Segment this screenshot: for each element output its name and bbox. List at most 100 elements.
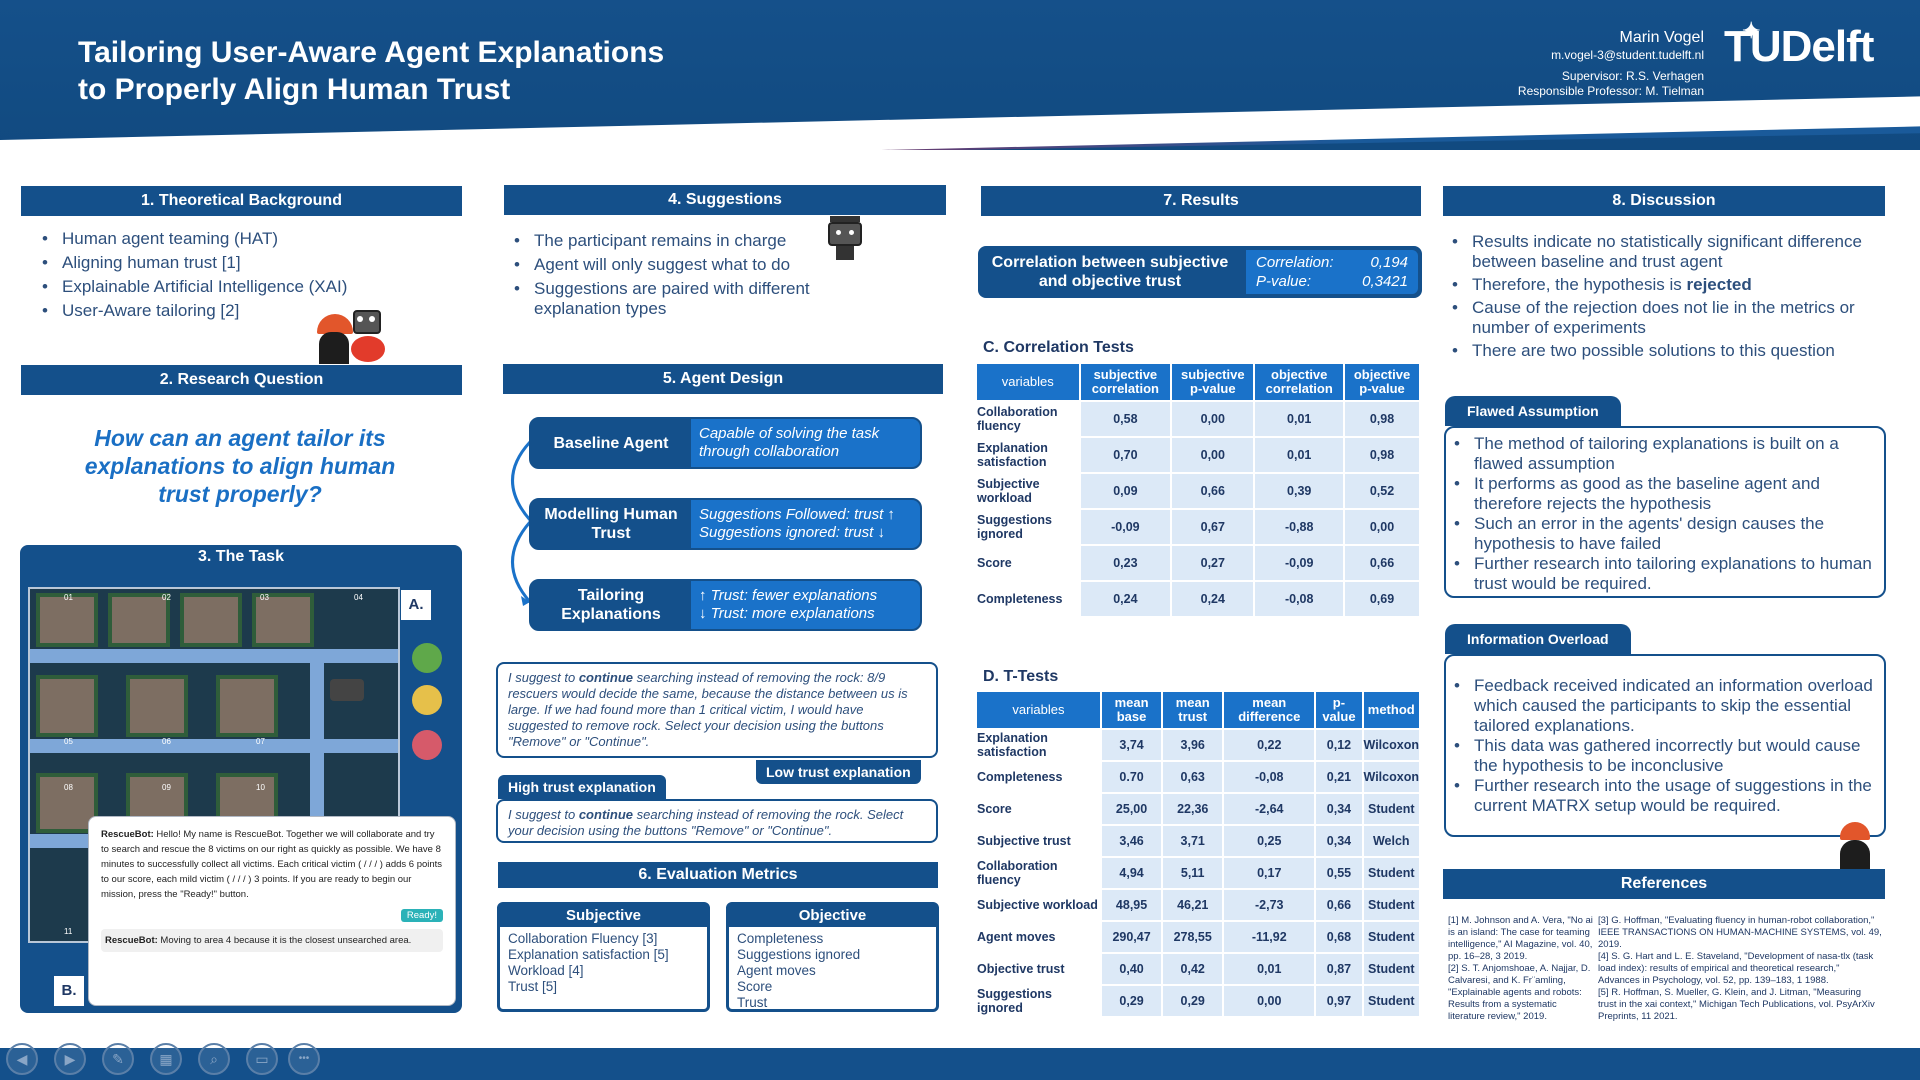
helicopter-icon bbox=[330, 679, 364, 701]
pvalue-row: P-value: 0,3421 bbox=[1256, 272, 1408, 291]
objective-metrics: Objective Completeness Suggestions ignor… bbox=[726, 902, 939, 1012]
table-row: Suggestions ignored -0,09 0,67 -0,88 0,00 bbox=[977, 510, 1419, 544]
section-4-header: 4. Suggestions bbox=[504, 185, 946, 215]
chat-sender: RescueBot: bbox=[101, 829, 154, 840]
ready-button[interactable]: Ready! bbox=[400, 909, 443, 922]
supervisor: Supervisor: R.S. Verhagen bbox=[1561, 69, 1704, 83]
table-cell: -0,08 bbox=[1224, 762, 1315, 792]
map-area bbox=[180, 593, 242, 647]
victim-icon bbox=[412, 730, 442, 760]
expl-text: I suggest to bbox=[508, 807, 579, 822]
zoom-icon[interactable]: ⌕ bbox=[198, 1043, 230, 1075]
label-a: A. bbox=[401, 590, 431, 620]
map-area bbox=[36, 593, 98, 647]
row-label: Suggestions ignored bbox=[977, 986, 1100, 1016]
presentation-footer bbox=[0, 1048, 1920, 1080]
area-label: 08 bbox=[64, 783, 73, 792]
table-header-cell: objective correlation bbox=[1255, 364, 1344, 400]
table-header-cell: objective p-value bbox=[1345, 364, 1419, 400]
text: Therefore, the hypothesis is bbox=[1472, 275, 1687, 294]
area-label: 02 bbox=[162, 593, 171, 602]
metric-item: Agent moves bbox=[737, 963, 816, 978]
table-cell: 0,00 bbox=[1172, 438, 1254, 472]
table-header-cell: method bbox=[1363, 692, 1419, 728]
list-item: Such an error in the agents' design caus… bbox=[1452, 514, 1876, 554]
area-label: 01 bbox=[64, 593, 73, 602]
box-description: ↑ Trust: fewer explanations ↓ Trust: mor… bbox=[691, 581, 920, 629]
table-header-cell: variables bbox=[977, 364, 1079, 400]
section-1-header: 1. Theoretical Background bbox=[21, 186, 462, 216]
modelling-trust-box: Modelling Human Trust Suggestions Follow… bbox=[529, 498, 922, 550]
flawed-list: The method of tailoring explanations is … bbox=[1452, 434, 1876, 594]
box-line: Suggestions ignored: trust ↓ bbox=[699, 524, 885, 541]
table-cell: 0,01 bbox=[1255, 438, 1344, 472]
list-item: There are two possible solutions to this… bbox=[1450, 341, 1870, 361]
row-label: Completeness bbox=[977, 762, 1100, 792]
table-cell: 5,11 bbox=[1163, 858, 1223, 888]
more-icon[interactable]: ••• bbox=[288, 1043, 320, 1075]
value: 0,194 bbox=[1370, 254, 1408, 271]
box-label: Tailoring Explanations bbox=[561, 587, 661, 623]
table-cell: 0,01 bbox=[1255, 402, 1344, 436]
table-cell: 22,36 bbox=[1163, 794, 1223, 824]
author-name: Marin Vogel bbox=[1619, 29, 1705, 46]
table-cell: Student bbox=[1363, 890, 1419, 920]
map-area bbox=[36, 675, 98, 737]
list-item: Feedback received indicated an informati… bbox=[1452, 676, 1876, 736]
table-cell: Student bbox=[1363, 922, 1419, 952]
table-cell: 3,74 bbox=[1101, 730, 1162, 760]
title-line-1: Tailoring User-Aware Agent Explanations bbox=[78, 36, 665, 69]
chat-message: RescueBot: Moving to area 4 because it i… bbox=[101, 929, 443, 952]
table-cell: 0,66 bbox=[1316, 890, 1362, 920]
table-cell: 0,34 bbox=[1316, 826, 1362, 856]
box-line: ↓ Trust: more explanations bbox=[699, 605, 875, 622]
subtitles-icon[interactable]: ▭ bbox=[246, 1043, 278, 1075]
high-trust-explanation: I suggest to continue searching instead … bbox=[496, 799, 938, 843]
table-cell: 0,12 bbox=[1316, 730, 1362, 760]
map-road bbox=[30, 739, 398, 753]
pen-icon[interactable]: ✎ bbox=[102, 1043, 134, 1075]
map-area bbox=[252, 593, 314, 647]
correlation-table: variables subjective correlation subjectiv… bbox=[975, 362, 1421, 618]
slides-icon[interactable]: ▦ bbox=[150, 1043, 182, 1075]
list-item: This data was gathered incorrectly but w… bbox=[1452, 736, 1876, 776]
table-cell: Wilcoxon bbox=[1363, 730, 1419, 760]
table-cell: 3,46 bbox=[1101, 826, 1162, 856]
list-item: Cause of the rejection does not lie in t… bbox=[1450, 298, 1870, 338]
table-row: Subjective trust 3,46 3,71 0,25 0,34 Welch bbox=[977, 826, 1419, 856]
ready-row: Ready! bbox=[101, 908, 443, 923]
tudelft-logo: ✦ TUDelft bbox=[1724, 18, 1874, 72]
row-label: Subjective workload bbox=[977, 890, 1100, 920]
table-cell: 0,67 bbox=[1172, 510, 1254, 544]
table-row: Score 25,00 22,36 -2,64 0,34 Student bbox=[977, 794, 1419, 824]
references-column-2: [3] G. Hoffman, "Evaluating fluency in h… bbox=[1598, 915, 1882, 1022]
next-icon[interactable]: ▶ bbox=[54, 1043, 86, 1075]
table-cell: -11,92 bbox=[1224, 922, 1315, 952]
ttest-table: variables mean base mean trust mean differe… bbox=[975, 690, 1421, 1018]
metric-item: Workload [4] bbox=[508, 963, 584, 978]
table-cell: Student bbox=[1363, 794, 1419, 824]
poster-title: Tailoring User-Aware Agent Explanations … bbox=[78, 34, 664, 108]
low-trust-tag: Low trust explanation bbox=[756, 760, 921, 784]
table-cell: 0,42 bbox=[1163, 954, 1223, 984]
table-cell: 0,87 bbox=[1316, 954, 1362, 984]
value: 0,3421 bbox=[1362, 273, 1408, 290]
table-cell: 0,39 bbox=[1255, 474, 1344, 508]
table-cell: -0,88 bbox=[1255, 510, 1344, 544]
table-cell: 0,98 bbox=[1345, 438, 1419, 472]
table-cell: Wilcoxon bbox=[1363, 762, 1419, 792]
row-label: Subjective workload bbox=[977, 474, 1079, 508]
row-label: Score bbox=[977, 794, 1100, 824]
correlation-label: Correlation between subjective and objec… bbox=[991, 254, 1229, 290]
section-5-header: 5. Agent Design bbox=[503, 364, 943, 394]
table-row: Suggestions ignored 0,29 0,29 0,00 0,97 Stude… bbox=[977, 986, 1419, 1016]
row-label: Explanation satisfaction bbox=[977, 438, 1079, 472]
table-cell: 4,94 bbox=[1101, 858, 1162, 888]
expl-bold: continue bbox=[578, 670, 633, 685]
metric-item: Collaboration Fluency [3] bbox=[508, 931, 658, 946]
discussion-list: Results indicate no statistically signif… bbox=[1450, 232, 1870, 361]
table-cell: Student bbox=[1363, 954, 1419, 984]
tailoring-explanations-box: Tailoring Explanations ↑ Trust: fewer ex… bbox=[529, 579, 922, 631]
prev-icon[interactable]: ◀ bbox=[6, 1043, 38, 1075]
information-overload-tag: Information Overload bbox=[1445, 624, 1631, 654]
